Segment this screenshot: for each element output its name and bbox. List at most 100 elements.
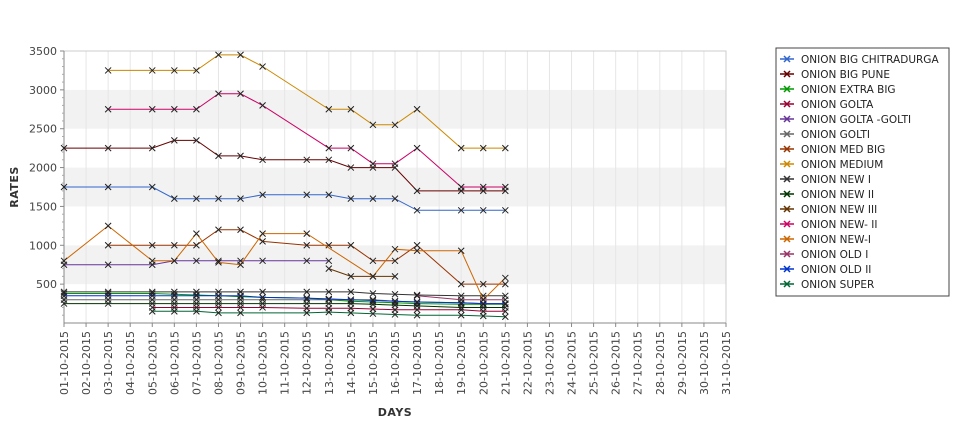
data-point-marker — [369, 160, 377, 168]
data-point-marker — [347, 288, 355, 296]
x-tick-label: 12-10-2015 — [301, 331, 314, 395]
data-point-marker — [170, 300, 178, 307]
series-line — [64, 260, 329, 266]
x-tick-label: 08-10-2015 — [212, 331, 225, 395]
data-point-marker — [369, 290, 377, 297]
legend-marker-icon — [783, 70, 791, 78]
x-tick-label: 20-10-2015 — [477, 331, 490, 395]
data-point-marker — [60, 257, 68, 265]
data-point-marker — [391, 273, 399, 280]
data-point-marker — [303, 294, 311, 302]
data-point-marker — [104, 222, 112, 230]
data-point-marker — [457, 280, 465, 288]
data-point-marker — [104, 292, 112, 300]
legend-box — [775, 47, 950, 297]
data-point-marker — [325, 308, 333, 316]
data-point-marker — [457, 144, 465, 152]
data-point-marker — [391, 297, 399, 305]
data-point-marker — [457, 206, 465, 214]
x-tick-label: 25-10-2015 — [588, 331, 601, 395]
data-point-marker — [303, 309, 311, 317]
data-point-marker — [104, 183, 112, 191]
legend-item: ONION NEW- II — [780, 219, 877, 231]
legend-label: ONION MEDIUM — [801, 159, 883, 171]
legend-item: ONION SUPER — [780, 279, 874, 291]
y-tick-label: 500 — [36, 278, 57, 291]
data-point-marker — [369, 195, 377, 203]
legend-marker-icon — [783, 190, 791, 198]
data-point-marker — [259, 191, 266, 199]
data-point-marker — [104, 300, 112, 307]
x-tick-label: 06-10-2015 — [168, 331, 181, 395]
data-point-marker — [347, 105, 355, 113]
legend-label: ONION NEW II — [801, 189, 874, 201]
legend-label: ONION SUPER — [801, 279, 874, 291]
data-point-marker — [413, 105, 421, 113]
x-tick-label: 13-10-2015 — [323, 331, 336, 395]
legend-label: ONION OLD II — [801, 264, 871, 276]
data-point-marker — [170, 257, 178, 265]
data-point-marker — [303, 300, 311, 307]
series-line — [152, 310, 506, 318]
data-point-marker — [259, 288, 266, 296]
legend-item: ONION BIG CHITRADURGA — [780, 54, 939, 66]
data-point-marker — [413, 206, 421, 214]
data-point-marker — [347, 309, 355, 317]
data-point-marker — [369, 310, 377, 318]
legend-item: ONION EXTRA BIG — [780, 84, 896, 96]
data-point-marker — [259, 230, 266, 237]
legend-label: ONION NEW-I — [801, 234, 871, 246]
data-point-marker — [347, 273, 355, 280]
series-onion-old-ii — [60, 292, 509, 307]
data-point-marker — [501, 313, 509, 321]
legend-item: ONION NEW I — [780, 174, 871, 186]
data-point-marker — [391, 245, 399, 253]
y-tick-label: 2500 — [29, 123, 57, 136]
legend-item: ONION MED BIG — [780, 144, 885, 156]
data-point-marker — [391, 121, 399, 129]
series-onion-new-ii — [104, 90, 509, 191]
x-tick-label: 26-10-2015 — [610, 331, 623, 395]
x-tick-label: 29-10-2015 — [676, 331, 689, 395]
data-point-marker — [457, 183, 465, 191]
data-point-marker — [259, 294, 266, 301]
x-tick-label: 30-10-2015 — [698, 331, 711, 395]
data-point-marker — [193, 257, 200, 265]
data-point-marker — [237, 226, 244, 234]
x-axis-title: DAYS — [378, 406, 412, 419]
data-point-marker — [237, 152, 244, 160]
legend-label: ONION BIG CHITRADURGA — [801, 54, 939, 66]
data-point-marker — [413, 298, 421, 306]
legend-label: ONION NEW- II — [801, 219, 877, 231]
data-point-marker — [170, 67, 178, 74]
data-point-marker — [259, 257, 266, 265]
data-point-marker — [347, 296, 355, 304]
data-point-marker — [148, 241, 156, 249]
data-point-marker — [303, 257, 311, 265]
data-point-marker — [237, 309, 244, 317]
legend-label: ONION MED BIG — [801, 144, 885, 156]
x-tick-label: 18-10-2015 — [433, 331, 446, 395]
data-point-marker — [215, 152, 222, 160]
legend-marker-icon — [783, 130, 791, 138]
data-point-marker — [148, 307, 156, 315]
data-point-marker — [391, 290, 399, 298]
data-point-marker — [479, 183, 487, 191]
series-onion-med-big — [104, 226, 509, 288]
data-point-marker — [325, 241, 333, 249]
data-point-marker — [237, 261, 244, 269]
data-point-marker — [413, 187, 421, 195]
data-point-marker — [237, 90, 244, 98]
data-point-marker — [501, 274, 509, 282]
data-point-marker — [457, 299, 465, 307]
legend-marker-icon — [783, 175, 791, 183]
x-tick-label: 21-10-2015 — [499, 331, 512, 395]
data-point-marker — [215, 309, 222, 317]
x-tick-label: 09-10-2015 — [235, 331, 248, 395]
data-point-marker — [457, 311, 465, 319]
legend-label: ONION NEW III — [801, 204, 877, 216]
x-tick-label: 16-10-2015 — [389, 331, 402, 395]
x-tick-label: 15-10-2015 — [367, 331, 380, 395]
legend-item: ONION GOLTA -GOLTI — [780, 114, 911, 126]
y-tick-label: 1000 — [29, 239, 57, 252]
